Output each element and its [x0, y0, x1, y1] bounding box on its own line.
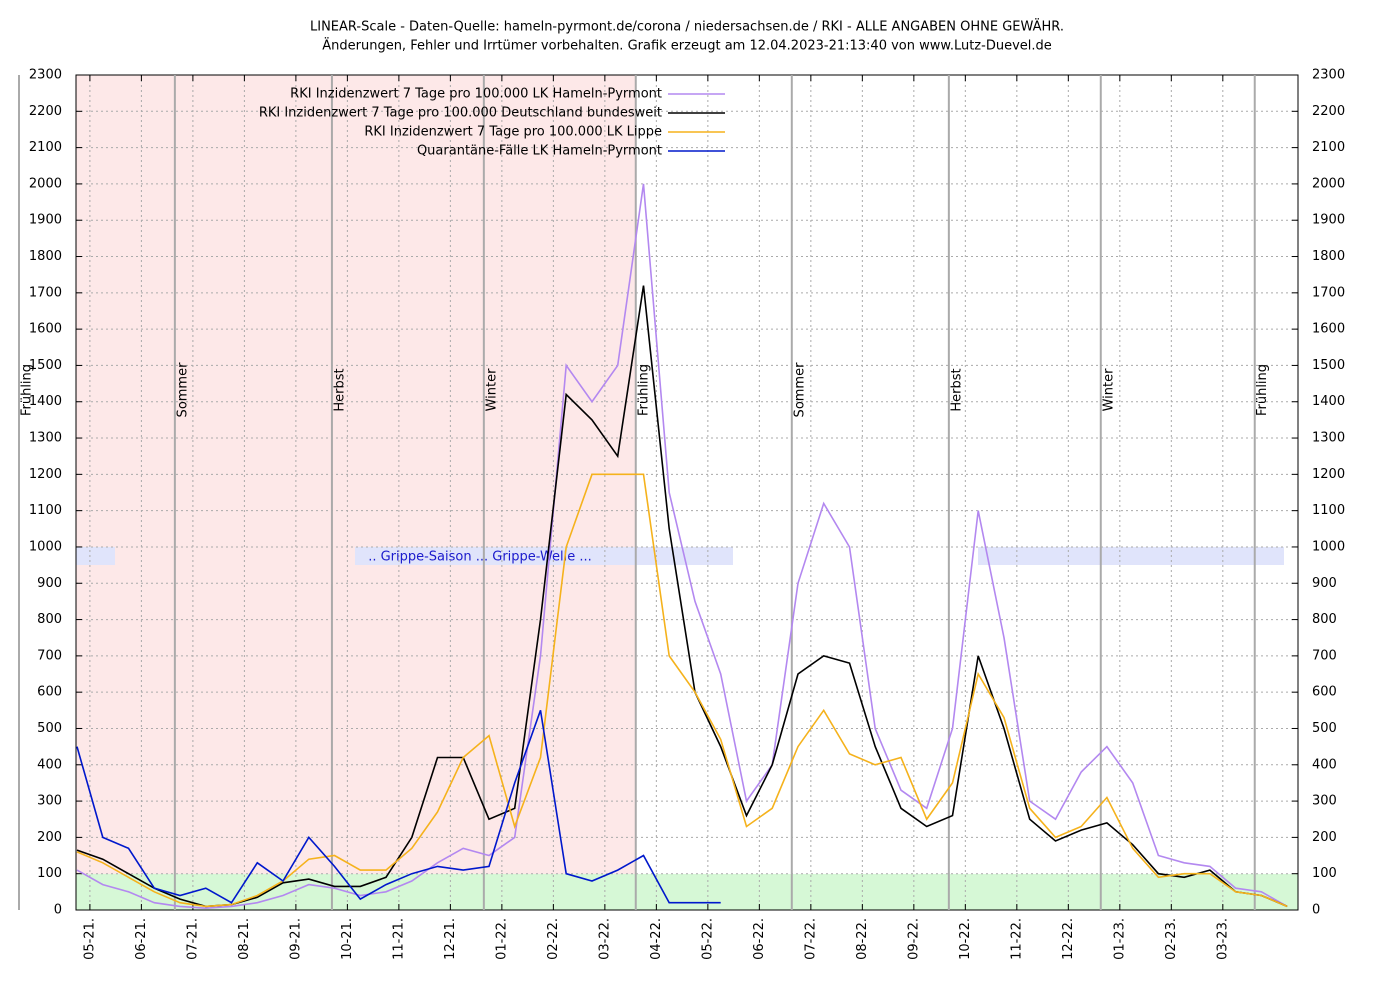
background-band [76, 75, 636, 910]
y-tick-label: 500 [37, 721, 62, 736]
season-label: Herbst [332, 368, 347, 411]
legend-label: RKI Inzidenzwert 7 Tage pro 100.000 LK L… [364, 125, 662, 140]
y2-tick-label: 1100 [1312, 503, 1345, 518]
x-tick-label: 05-21. [82, 918, 97, 960]
x-tick-label: 11-22. [1009, 918, 1024, 960]
y2-tick-label: 2200 [1312, 104, 1345, 119]
y2-tick-label: 1700 [1312, 285, 1345, 300]
y-tick-label: 1100 [29, 503, 62, 518]
x-tick-label: 11-21. [391, 918, 406, 960]
x-tick-label: 05-22. [700, 918, 715, 960]
x-tick-label: 12-22. [1061, 918, 1076, 960]
background-band [76, 874, 1298, 910]
y2-tick-label: 400 [1312, 757, 1337, 772]
y-tick-label: 1400 [29, 394, 62, 409]
series-line [76, 183, 1288, 910]
x-tick-label: 10-21. [340, 918, 355, 960]
y-tick-label: 1900 [29, 213, 62, 228]
y-tick-label: 1800 [29, 249, 62, 264]
y2-tick-label: 100 [1312, 866, 1337, 881]
x-tick-label: 07-21. [185, 918, 200, 960]
y-tick-label: 2000 [29, 176, 62, 191]
x-tick-label: 01-22. [494, 918, 509, 960]
x-tick-label: 04-22. [649, 918, 664, 960]
y-tick-label: 1500 [29, 358, 62, 373]
legend-label: RKI Inzidenzwert 7 Tage pro 100.000 Deut… [259, 106, 662, 121]
y2-tick-label: 500 [1312, 721, 1337, 736]
y-tick-label: 1000 [29, 539, 62, 554]
y2-tick-label: 1800 [1312, 249, 1345, 264]
y-tick-label: 900 [37, 576, 62, 591]
flu-band [355, 547, 733, 565]
flu-band [76, 547, 115, 565]
flu-band [978, 547, 1284, 565]
y-tick-label: 1200 [29, 467, 62, 482]
plot-frame [75, 74, 1299, 911]
y2-tick-label: 200 [1312, 830, 1337, 845]
chart-subtitle: Änderungen, Fehler und Irrtümer vorbehal… [322, 38, 1052, 54]
x-tick-label: 06-21. [134, 918, 149, 960]
season-label: Sommer [175, 362, 190, 418]
y-tick-label: 600 [37, 685, 62, 700]
season-label: Frühling [636, 364, 651, 416]
y-tick-label: 0 [54, 903, 62, 918]
y2-tick-label: 2100 [1312, 140, 1345, 155]
annotation: .. Grippe-Saison ... Grippe-Welle ... [368, 550, 592, 565]
y-tick-label: 300 [37, 794, 62, 809]
x-tick-label: 08-21. [237, 918, 252, 960]
y-tick-label: 1600 [29, 322, 62, 337]
chart-title: LINEAR-Scale - Daten-Quelle: hameln-pyrm… [310, 19, 1064, 35]
y2-tick-label: 1300 [1312, 431, 1345, 446]
x-tick-label: 09-22. [906, 918, 921, 960]
y2-tick-label: 1200 [1312, 467, 1345, 482]
season-label: Herbst [949, 368, 964, 411]
x-tick-label: 03-22. [597, 918, 612, 960]
x-tick-label: 08-22. [855, 918, 870, 960]
x-tick-label: 02-23. [1164, 918, 1179, 960]
y-tick-label: 1700 [29, 285, 62, 300]
series-line [76, 473, 1288, 908]
x-tick-label: 01-23. [1112, 918, 1127, 960]
y-tick-label: 2300 [29, 68, 62, 83]
y2-tick-label: 300 [1312, 794, 1337, 809]
y-tick-label: 800 [37, 612, 62, 627]
x-tick-label: 09-21. [288, 918, 303, 960]
y2-tick-label: 1600 [1312, 322, 1345, 337]
series-line [76, 710, 721, 904]
y-tick-label: 2100 [29, 140, 62, 155]
y-tick-label: 100 [37, 866, 62, 881]
x-tick-label: 12-21. [443, 918, 458, 960]
y2-tick-label: 800 [1312, 612, 1337, 627]
x-tick-label: 06-22. [752, 918, 767, 960]
legend-label: Quarantäne-Fälle LK Hameln-Pyrmont [417, 144, 662, 159]
y2-tick-label: 2000 [1312, 176, 1345, 191]
y2-tick-label: 1900 [1312, 213, 1345, 228]
y-tick-label: 2200 [29, 104, 62, 119]
y2-tick-label: 1400 [1312, 394, 1345, 409]
season-label: Frühling [1255, 364, 1270, 416]
season-label: Frühling [20, 364, 35, 416]
y2-tick-label: 900 [1312, 576, 1337, 591]
y2-tick-label: 2300 [1312, 68, 1345, 83]
y2-tick-label: 0 [1312, 903, 1320, 918]
y-tick-label: 400 [37, 757, 62, 772]
x-tick-label: 10-22. [958, 918, 973, 960]
y-tick-label: 200 [37, 830, 62, 845]
series-line [76, 285, 1288, 908]
legend-label: RKI Inzidenzwert 7 Tage pro 100.000 LK H… [290, 87, 662, 102]
y2-tick-label: 1000 [1312, 539, 1345, 554]
season-label: Winter [1101, 368, 1116, 412]
x-tick-label: 07-22. [803, 918, 818, 960]
y2-tick-label: 1500 [1312, 358, 1345, 373]
x-tick-label: 03-23. [1215, 918, 1230, 960]
y-tick-label: 1300 [29, 431, 62, 446]
season-label: Sommer [792, 362, 807, 418]
y-tick-label: 700 [37, 648, 62, 663]
season-label: Winter [484, 368, 499, 412]
y2-tick-label: 700 [1312, 648, 1337, 663]
x-tick-label: 02-22. [546, 918, 561, 960]
y2-tick-label: 600 [1312, 685, 1337, 700]
